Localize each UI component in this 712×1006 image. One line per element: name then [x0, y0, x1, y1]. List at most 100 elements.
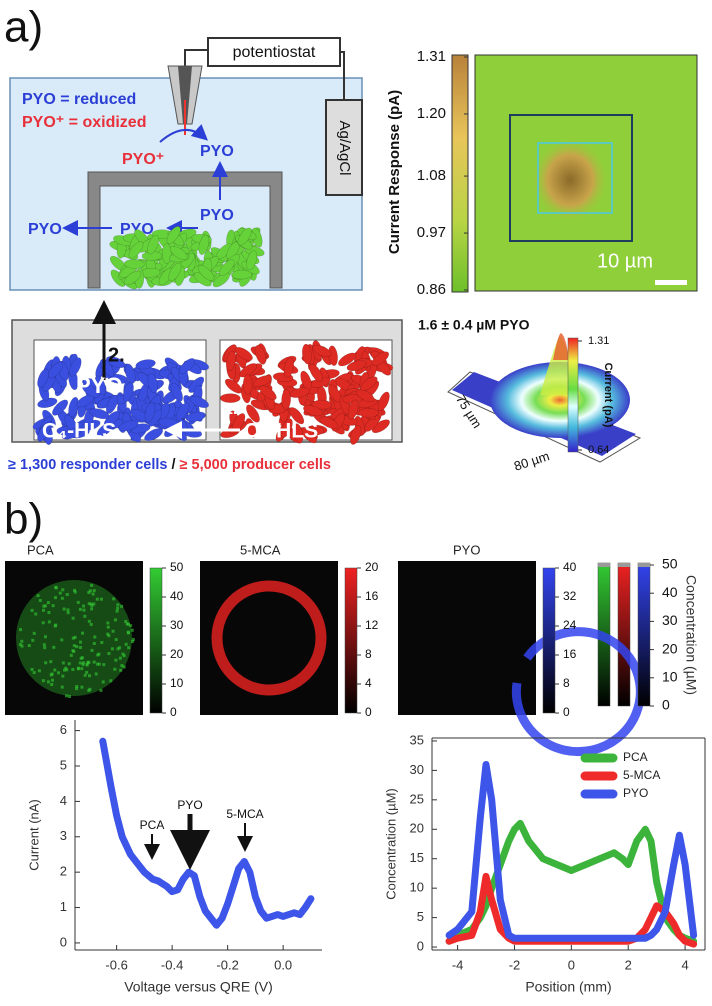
cell — [252, 375, 272, 388]
colorbar-label: Current Response (pA) — [386, 90, 403, 254]
map-title: PCA — [27, 542, 54, 557]
heatmap-signal — [71, 636, 75, 640]
heatmap-signal — [96, 662, 100, 666]
heatmap-signal — [75, 684, 79, 688]
colorbar-tick-label: 8 — [365, 647, 372, 661]
heatmap-signal — [87, 602, 91, 606]
colorbar-tick-label: 0 — [365, 705, 372, 719]
cell — [355, 389, 375, 403]
separator: / — [172, 457, 176, 473]
heatmap-signal — [42, 643, 46, 647]
heatmap-signal — [61, 674, 65, 678]
heatmap-signal — [90, 607, 94, 611]
heatmap-signal — [65, 694, 69, 698]
cell — [309, 363, 323, 383]
heatmap-signal — [89, 622, 93, 626]
cell — [147, 372, 158, 394]
cell — [360, 376, 378, 391]
heatmap-signal — [92, 660, 96, 664]
heatmap-signal — [81, 663, 85, 667]
heatmap-signal — [88, 589, 92, 593]
heatmap-signal — [80, 667, 84, 671]
colorbar-tick-label: 12 — [365, 618, 379, 632]
cell — [219, 393, 241, 403]
heatmap-signal — [116, 647, 120, 651]
heatmap-signal — [58, 591, 62, 595]
cell — [338, 352, 357, 367]
series-line — [445, 761, 698, 942]
species-label: PYO — [200, 143, 234, 160]
cell — [52, 399, 69, 416]
heatmap-signal — [511, 627, 645, 757]
colorbar-tick-label: 10 — [170, 676, 184, 690]
heatmap-signal — [30, 667, 34, 671]
heatmap-signal — [80, 656, 84, 660]
heatmap-signal — [72, 644, 76, 648]
cell — [125, 363, 136, 384]
heatmap-signal — [43, 646, 47, 650]
heatmap-signal — [90, 604, 94, 608]
responder-count: ≥ 1,300 responder cells — [8, 457, 168, 473]
cell — [246, 250, 258, 271]
heatmap-signal — [87, 661, 91, 665]
y-tick-label: 4 — [60, 793, 67, 808]
heatmap-signal — [71, 616, 75, 620]
heatmap-signal — [120, 604, 124, 608]
annotation: PYO — [177, 798, 202, 812]
legend-label: PYO — [623, 786, 648, 800]
colorbar-cap — [638, 563, 650, 567]
heatmap-signal — [41, 608, 45, 612]
cell — [105, 356, 126, 368]
heatmap-signal — [115, 609, 119, 613]
reference-box — [325, 99, 363, 196]
cell — [175, 402, 190, 421]
heatmap-signal — [113, 618, 117, 622]
cell — [371, 351, 390, 366]
heatmap-signal — [61, 588, 65, 592]
colorbar-tick-label: 10 — [662, 669, 678, 685]
heatmap-signal — [66, 611, 70, 615]
heatmap-signal — [80, 685, 84, 689]
heatmap-signal — [118, 656, 122, 660]
cell-count: ≥ 1,300 responder cells / ≥ 5,000 producer… — [8, 457, 331, 473]
heatmap-signal — [51, 678, 55, 682]
y-tick-label: 20 — [410, 821, 424, 836]
key-reduced: PYO = reduced — [22, 91, 136, 108]
heatmap-signal — [47, 610, 51, 614]
heatmap-signal — [60, 596, 64, 600]
heatmap-signal — [66, 608, 70, 612]
cell — [371, 419, 390, 434]
heatmap-signal — [37, 669, 41, 673]
heatmap-signal — [73, 590, 77, 594]
cell — [377, 391, 390, 411]
heatmap-signal — [78, 661, 82, 665]
cell — [105, 394, 119, 414]
y-tick-label: 0 — [417, 938, 424, 953]
species-label: PYO⁺ — [122, 151, 164, 168]
y-axis-label: Concentration (µM) — [383, 788, 398, 900]
cell — [311, 399, 333, 410]
heatmap-signal — [68, 694, 72, 698]
cell — [254, 344, 267, 365]
heatmap-signal — [88, 674, 92, 678]
cell — [198, 234, 210, 255]
y-axis-label: Current (nA) — [26, 799, 41, 871]
cell — [301, 343, 312, 365]
cell — [48, 361, 64, 379]
heatmap-signal — [42, 604, 46, 608]
heatmap-signal — [124, 642, 128, 646]
heatmap-signal — [64, 666, 68, 670]
cell — [349, 425, 362, 445]
y-tick-label: 3 — [60, 828, 67, 843]
cell — [303, 405, 323, 417]
heatmap-signal — [82, 608, 86, 612]
heatmap-signal — [81, 631, 85, 635]
heatmap-signal — [54, 586, 58, 590]
heatmap-signal — [116, 606, 120, 610]
colorbar-tick-label: 32 — [563, 589, 577, 603]
heatmap-signal — [32, 631, 36, 635]
heatmap-signal — [43, 635, 47, 639]
colorbar-tick-label: 0.97 — [417, 224, 446, 241]
y-tick-label: 0 — [60, 934, 67, 949]
x-tick-label: 4 — [681, 957, 688, 972]
